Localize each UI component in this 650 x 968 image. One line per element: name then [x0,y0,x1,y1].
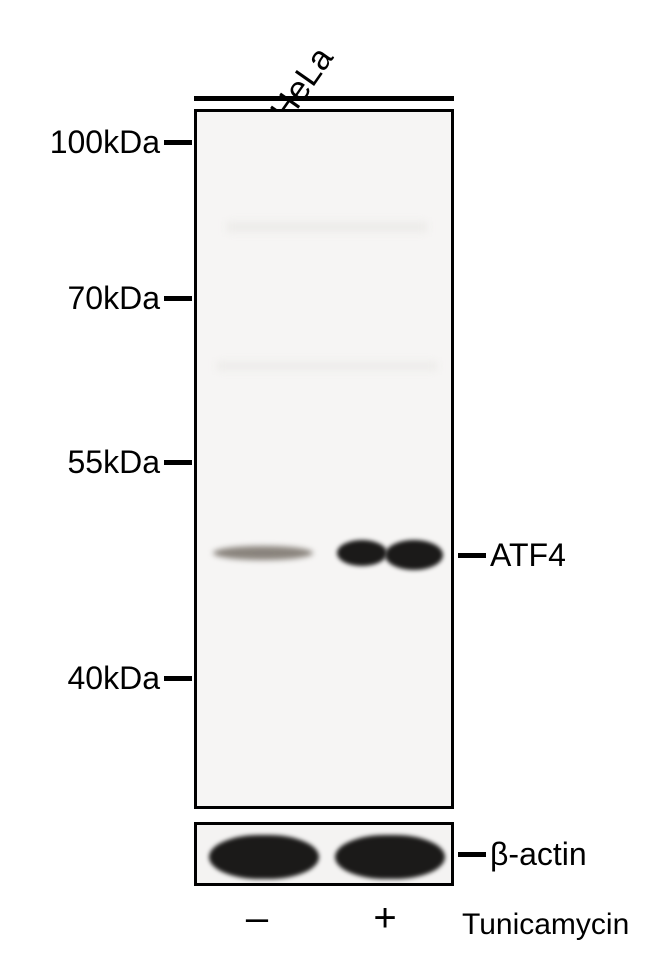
actin-blot-membrane [194,822,454,886]
target-label-bactin: β-actin [490,836,587,873]
band-actin-lane2 [335,835,445,879]
mw-tick-100kda [164,140,192,145]
target-tick-bactin [458,852,486,857]
mw-label-100kda: 100kDa [50,124,160,161]
target-tick-atf4 [458,553,486,558]
blot-smudge [217,362,437,370]
sample-label-underline [194,96,454,101]
treatment-plus: + [360,896,410,941]
main-blot-membrane [194,109,454,809]
mw-tick-55kda [164,460,192,465]
mw-label-55kda: 55kDa [68,444,161,481]
mw-label-70kda: 70kDa [68,280,161,317]
band-atf4-lane2-right [385,540,443,570]
western-blot-figure: HeLa 100kDa 70kDa 55kDa 40kDa ATF4 β-act… [0,0,650,968]
treatment-label: Tunicamycin [462,908,629,942]
band-actin-lane1 [209,835,319,879]
band-atf4-lane1 [213,546,313,560]
mw-tick-70kda [164,296,192,301]
target-label-atf4: ATF4 [490,537,566,574]
treatment-minus: – [232,896,282,941]
band-atf4-lane2-left [337,540,387,566]
blot-smudge [227,222,427,232]
mw-label-40kda: 40kDa [68,660,161,697]
mw-tick-40kda [164,676,192,681]
